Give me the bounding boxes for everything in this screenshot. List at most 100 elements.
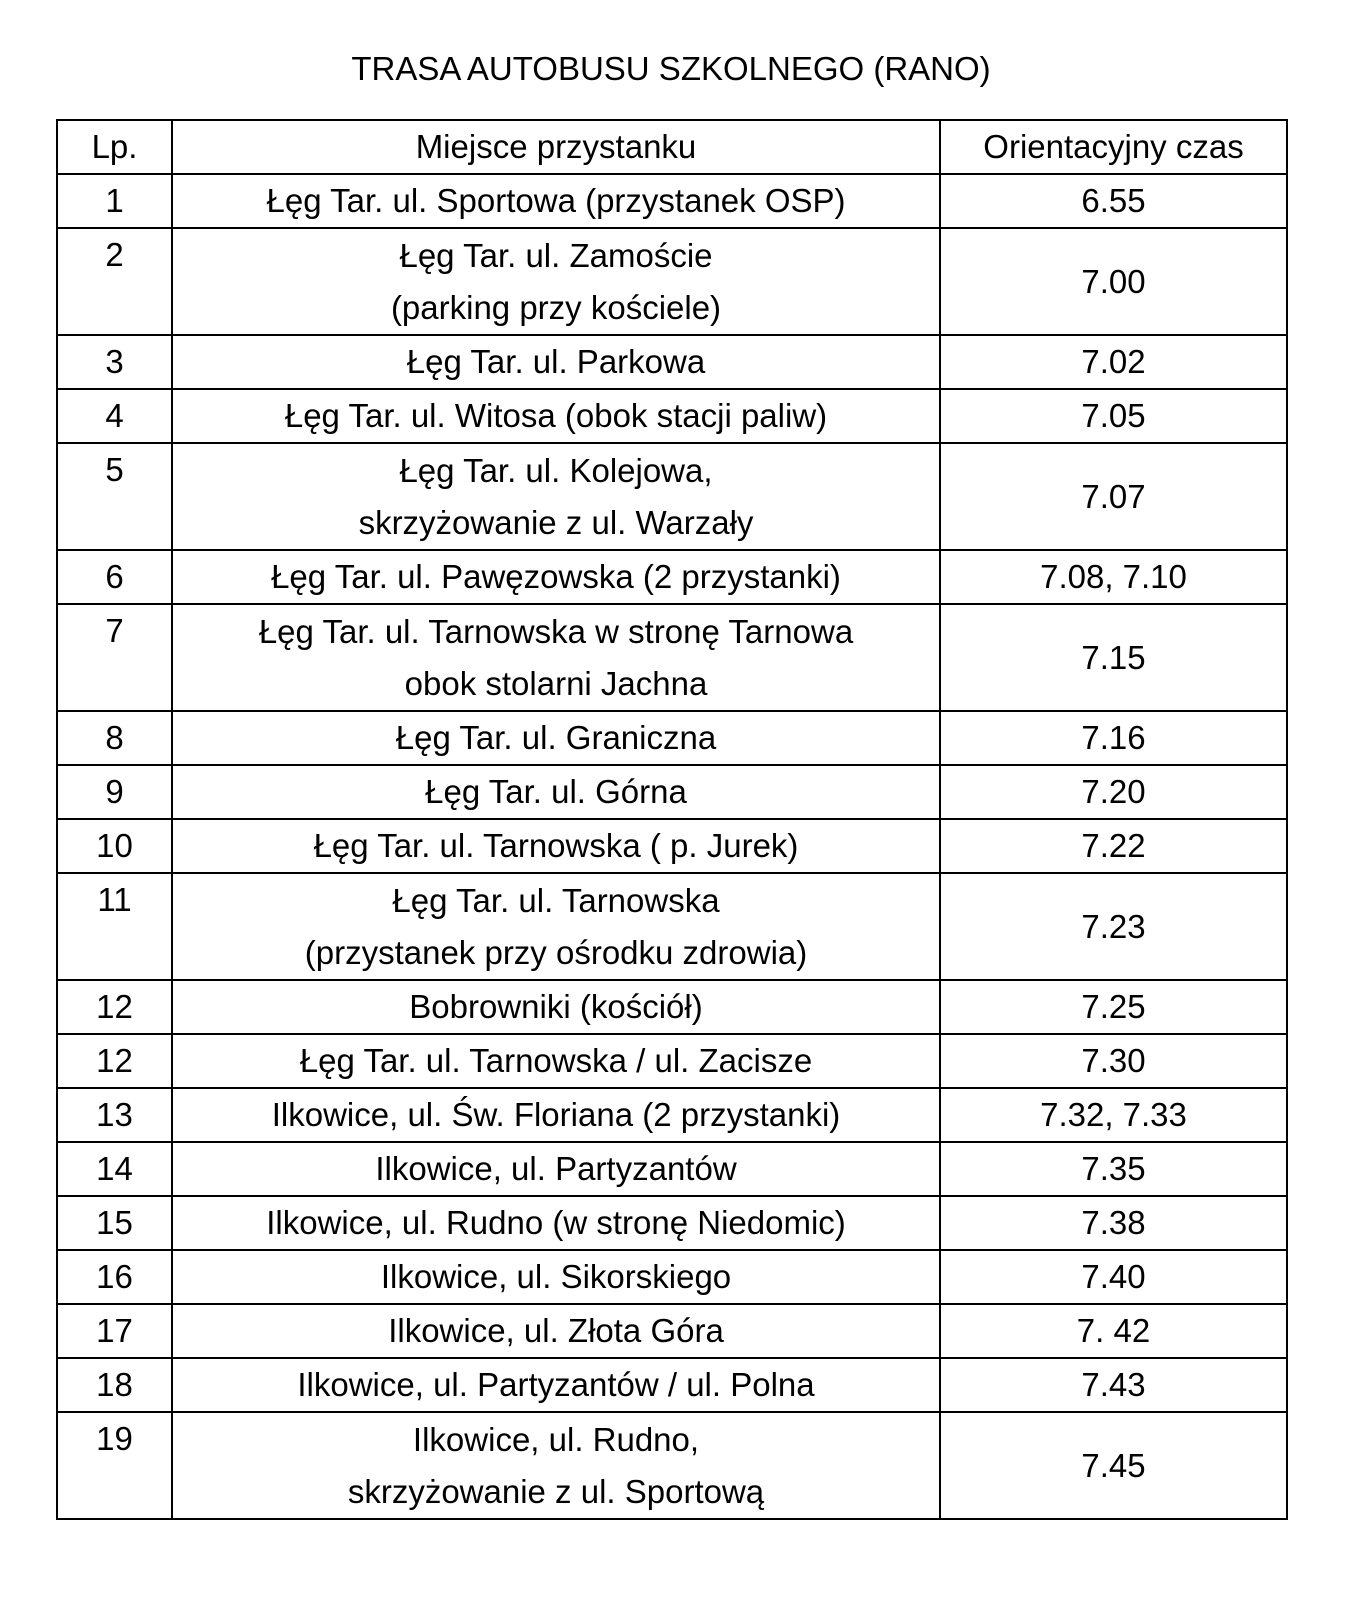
table-row: 12 Bobrowniki (kościół) 7.25	[56, 979, 1288, 1035]
stop-time: 6.55	[939, 173, 1288, 229]
stop-place-line: Ilkowice, ul. Św. Floriana (2 przystanki…	[271, 1096, 841, 1133]
table-row: 2 Łęg Tar. ul. Zamoście (parking przy kośc…	[56, 227, 1288, 336]
stop-number: 6	[56, 549, 173, 605]
stop-place-line: (przystanek przy ośrodku zdrowia)	[304, 933, 808, 971]
stop-place-line: Łęg Tar. ul. Pawęzowska (2 przystanki)	[271, 558, 841, 595]
stop-number: 12	[56, 979, 173, 1035]
stop-number: 2	[56, 227, 173, 336]
table-row: 5 Łęg Tar. ul. Kolejowa, skrzyżowanie z ul…	[56, 442, 1288, 551]
stop-place-line: skrzyżowanie z ul. Sportową	[347, 1472, 765, 1510]
stop-place: Łęg Tar. ul. Pawęzowska (2 przystanki)	[171, 549, 941, 605]
stop-place: Ilkowice, ul. Rudno (w stronę Niedomic)	[171, 1195, 941, 1251]
table-row: 9 Łęg Tar. ul. Górna 7.20	[56, 764, 1288, 820]
stop-number: 8	[56, 710, 173, 766]
table-row: 16 Ilkowice, ul. Sikorskiego 7.40	[56, 1249, 1288, 1305]
stop-time: 7.25	[939, 979, 1288, 1035]
stop-place: Łęg Tar. ul. Tarnowska / ul. Zacisze	[171, 1033, 941, 1089]
stop-time: 7.20	[939, 764, 1288, 820]
table-row: 6 Łęg Tar. ul. Pawęzowska (2 przystanki) 7…	[56, 549, 1288, 605]
stop-time: 7.40	[939, 1249, 1288, 1305]
table-header-row: Lp. Miejsce przystanku Orientacyjny czas	[56, 119, 1288, 175]
stop-place-line: Bobrowniki (kościół)	[409, 988, 703, 1025]
stop-number: 13	[56, 1087, 173, 1143]
stop-place-line: Ilkowice, ul. Rudno (w stronę Niedomic)	[266, 1204, 846, 1241]
stop-place-line: Ilkowice, ul. Złota Góra	[388, 1312, 724, 1349]
table-row: 12 Łęg Tar. ul. Tarnowska / ul. Zacisze 7.…	[56, 1033, 1288, 1089]
stop-place-line: Łęg Tar. ul. Parkowa	[406, 343, 706, 380]
table-row: 14 Ilkowice, ul. Partyzantów 7.35	[56, 1141, 1288, 1197]
table-row: 19 Ilkowice, ul. Rudno, skrzyżowanie z ul.…	[56, 1411, 1288, 1520]
stop-place-line: Ilkowice, ul. Partyzantów / ul. Polna	[297, 1366, 815, 1403]
stop-place: Łęg Tar. ul. Górna	[171, 764, 941, 820]
table-row: 17 Ilkowice, ul. Złota Góra 7. 42	[56, 1303, 1288, 1359]
stop-place-line: (parking przy kościele)	[390, 288, 722, 326]
stop-place-line: skrzyżowanie z ul. Warzały	[358, 503, 754, 541]
stop-number: 3	[56, 334, 173, 390]
stop-place-line: Łęg Tar. ul. Zamoście	[399, 236, 713, 274]
stop-place: Łęg Tar. ul. Tarnowska ( p. Jurek)	[171, 818, 941, 874]
stop-time: 7.02	[939, 334, 1288, 390]
stop-place-line: Łęg Tar. ul. Tarnowska / ul. Zacisze	[299, 1042, 813, 1079]
stop-place: Łęg Tar. ul. Parkowa	[171, 334, 941, 390]
stop-place: Ilkowice, ul. Sikorskiego	[171, 1249, 941, 1305]
stop-place-line: obok stolarni Jachna	[404, 664, 708, 702]
stop-time: 7.22	[939, 818, 1288, 874]
stop-time: 7.08, 7.10	[939, 549, 1288, 605]
table-row: 8 Łęg Tar. ul. Graniczna 7.16	[56, 710, 1288, 766]
stop-time: 7.32, 7.33	[939, 1087, 1288, 1143]
stop-number: 17	[56, 1303, 173, 1359]
header-time: Orientacyjny czas	[939, 119, 1288, 175]
table-row: 15 Ilkowice, ul. Rudno (w stronę Niedomic…	[56, 1195, 1288, 1251]
stop-number: 12	[56, 1033, 173, 1089]
stop-number: 14	[56, 1141, 173, 1197]
stop-place-line: Łęg Tar. ul. Tarnowska	[392, 881, 720, 919]
stop-place-line: Łęg Tar. ul. Graniczna	[395, 719, 717, 756]
stop-time: 7.23	[939, 872, 1288, 981]
stop-time: 7. 42	[939, 1303, 1288, 1359]
stop-number: 18	[56, 1357, 173, 1413]
stop-place: Ilkowice, ul. Rudno, skrzyżowanie z ul. S…	[171, 1411, 941, 1520]
stop-place: Bobrowniki (kościół)	[171, 979, 941, 1035]
stop-number: 9	[56, 764, 173, 820]
stop-time: 7.38	[939, 1195, 1288, 1251]
stop-time: 7.07	[939, 442, 1288, 551]
stop-place: Ilkowice, ul. Św. Floriana (2 przystanki…	[171, 1087, 941, 1143]
stop-place-line: Łęg Tar. ul. Witosa (obok stacji paliw)	[284, 397, 828, 434]
table-row: 4 Łęg Tar. ul. Witosa (obok stacji paliw)…	[56, 388, 1288, 444]
stop-place-line: Łęg Tar. ul. Tarnowska ( p. Jurek)	[313, 827, 799, 864]
stop-number: 4	[56, 388, 173, 444]
stop-place: Ilkowice, ul. Złota Góra	[171, 1303, 941, 1359]
table-row: 3 Łęg Tar. ul. Parkowa 7.02	[56, 334, 1288, 390]
stop-time: 7.45	[939, 1411, 1288, 1520]
stop-place: Łęg Tar. ul. Zamoście (parking przy kości…	[171, 227, 941, 336]
stop-number: 5	[56, 442, 173, 551]
stop-place: Ilkowice, ul. Partyzantów / ul. Polna	[171, 1357, 941, 1413]
stop-time: 7.15	[939, 603, 1288, 712]
table-row: 1 Łęg Tar. ul. Sportowa (przystanek OSP) 6…	[56, 173, 1288, 229]
stop-place-line: Ilkowice, ul. Rudno,	[412, 1420, 700, 1458]
stop-number: 19	[56, 1411, 173, 1520]
stop-place-line: Łęg Tar. ul. Tarnowska w stronę Tarnowa	[258, 612, 854, 650]
stop-place: Łęg Tar. ul. Graniczna	[171, 710, 941, 766]
stop-place: Łęg Tar. ul. Kolejowa, skrzyżowanie z ul.…	[171, 442, 941, 551]
stop-place: Łęg Tar. ul. Tarnowska (przystanek przy o…	[171, 872, 941, 981]
stop-number: 10	[56, 818, 173, 874]
stop-place: Łęg Tar. ul. Sportowa (przystanek OSP)	[171, 173, 941, 229]
table-row: 11 Łęg Tar. ul. Tarnowska (przystanek przy…	[56, 872, 1288, 981]
stop-time: 7.05	[939, 388, 1288, 444]
stop-number: 11	[56, 872, 173, 981]
stop-place-line: Łęg Tar. ul. Kolejowa,	[399, 451, 713, 489]
header-place: Miejsce przystanku	[171, 119, 941, 175]
stop-time: 7.35	[939, 1141, 1288, 1197]
header-lp: Lp.	[56, 119, 173, 175]
stop-place: Ilkowice, ul. Partyzantów	[171, 1141, 941, 1197]
stop-time: 7.30	[939, 1033, 1288, 1089]
stop-place: Łęg Tar. ul. Tarnowska w stronę Tarnowa o…	[171, 603, 941, 712]
stop-number: 15	[56, 1195, 173, 1251]
stop-time: 7.00	[939, 227, 1288, 336]
stop-number: 16	[56, 1249, 173, 1305]
stop-number: 7	[56, 603, 173, 712]
stop-place-line: Łęg Tar. ul. Górna	[425, 773, 687, 810]
table-row: 7 Łęg Tar. ul. Tarnowska w stronę Tarnowa…	[56, 603, 1288, 712]
stop-place-line: Łęg Tar. ul. Sportowa (przystanek OSP)	[266, 182, 846, 219]
